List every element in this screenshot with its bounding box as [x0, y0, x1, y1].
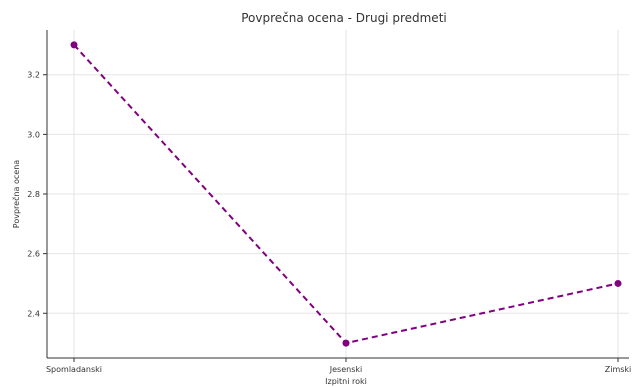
- grid-lines: [47, 30, 629, 358]
- chart-title: Povprečna ocena - Drugi predmeti: [241, 11, 446, 25]
- data-point: [614, 279, 622, 287]
- y-tick-label: 3.2: [27, 71, 40, 80]
- y-tick-label: 3.0: [27, 130, 40, 139]
- x-tick-label: Spomladanski: [46, 365, 102, 374]
- x-axis-label: Izpitni roki: [325, 377, 367, 386]
- x-tick-label: Jesenski: [329, 365, 362, 374]
- data-point: [342, 339, 350, 347]
- y-tick-label: 2.8: [27, 190, 40, 199]
- data-point: [70, 41, 78, 49]
- y-tick-label: 2.4: [27, 309, 40, 318]
- y-axis-label: Povprečna ocena: [11, 160, 21, 228]
- x-tick-label: Zimski: [605, 365, 632, 374]
- x-axis-ticks: Spomladanski Jesenski Zimski: [46, 358, 631, 374]
- y-axis-ticks: 2.4 2.6 2.8 3.0 3.2: [27, 71, 47, 318]
- series: [70, 41, 622, 347]
- y-tick-label: 2.6: [27, 250, 40, 259]
